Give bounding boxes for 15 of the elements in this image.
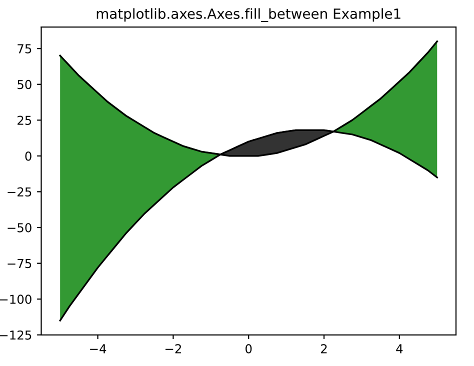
y-tick-label: 25: [18, 116, 32, 125]
y-tick-label: 50: [18, 80, 32, 90]
chart-title: matplotlib.axes.Axes.fill_between Example1: [96, 8, 400, 22]
y-tick-label: −125: [0, 330, 32, 340]
y-tick-label: −100: [0, 294, 32, 304]
x-tick-label: −4: [90, 344, 106, 354]
y-tick-label: −25: [8, 187, 32, 197]
x-tick-label: 2: [321, 344, 327, 354]
y-tick-label: −50: [8, 223, 32, 232]
x-tick-label: −2: [165, 344, 181, 354]
x-tick-label: 0: [246, 344, 252, 354]
x-tick-label: 4: [396, 344, 403, 354]
y-tick-label: −75: [8, 259, 32, 268]
y-tick-label: 0: [25, 152, 32, 161]
y-tick-label: 75: [18, 44, 32, 54]
